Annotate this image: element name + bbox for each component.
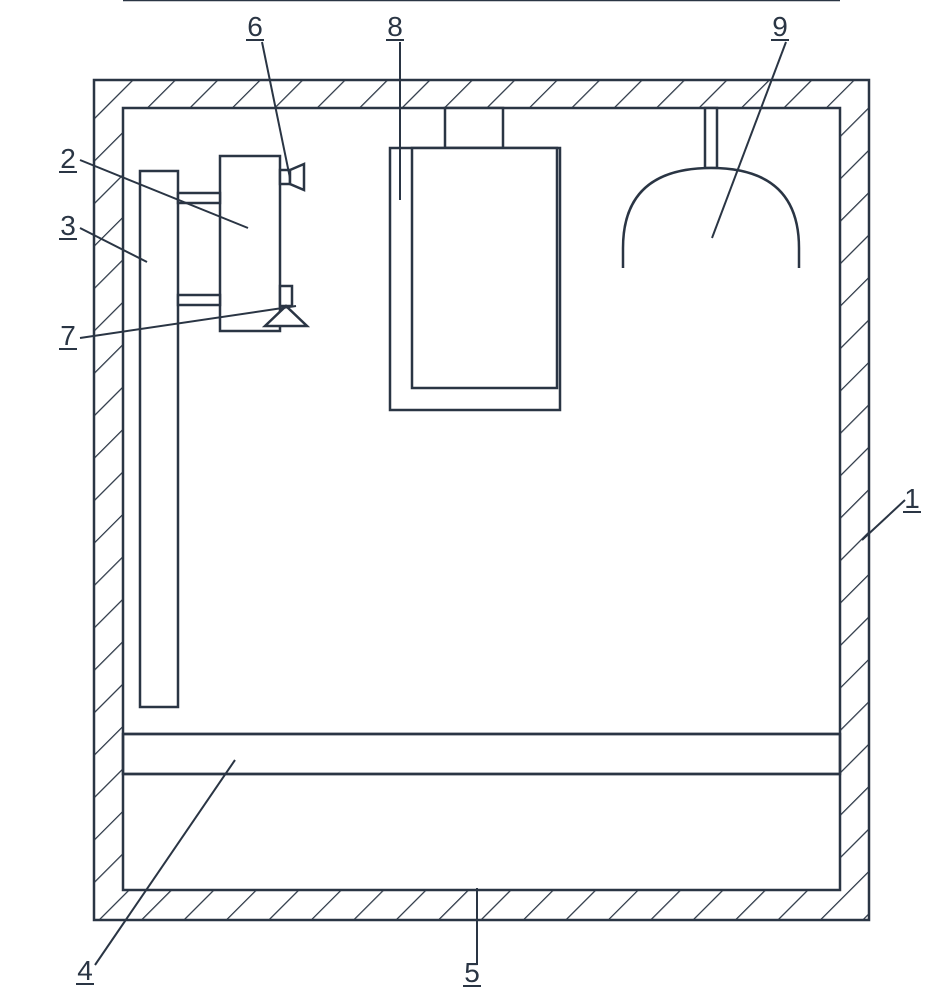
label-4: 4 — [77, 955, 93, 986]
lamp-stem — [705, 108, 717, 168]
tv-mount — [445, 108, 503, 148]
technical-diagram: 1 2 3 4 5 6 7 8 9 — [0, 0, 949, 1000]
label-7: 7 — [60, 320, 76, 351]
label-8: 8 — [387, 11, 403, 42]
sprayer-stem — [280, 286, 292, 306]
sliding-seat — [220, 156, 280, 331]
tv-front — [412, 148, 557, 388]
label-2: 2 — [60, 143, 76, 174]
label-5: 5 — [464, 957, 480, 988]
speaker-horn — [290, 164, 304, 190]
label-1: 1 — [904, 483, 920, 514]
label-3: 3 — [60, 210, 76, 241]
slide-rail — [140, 171, 178, 707]
connector-bottom — [178, 295, 220, 305]
lamp-dome — [623, 168, 799, 268]
label-6: 6 — [247, 11, 263, 42]
label-9: 9 — [772, 11, 788, 42]
